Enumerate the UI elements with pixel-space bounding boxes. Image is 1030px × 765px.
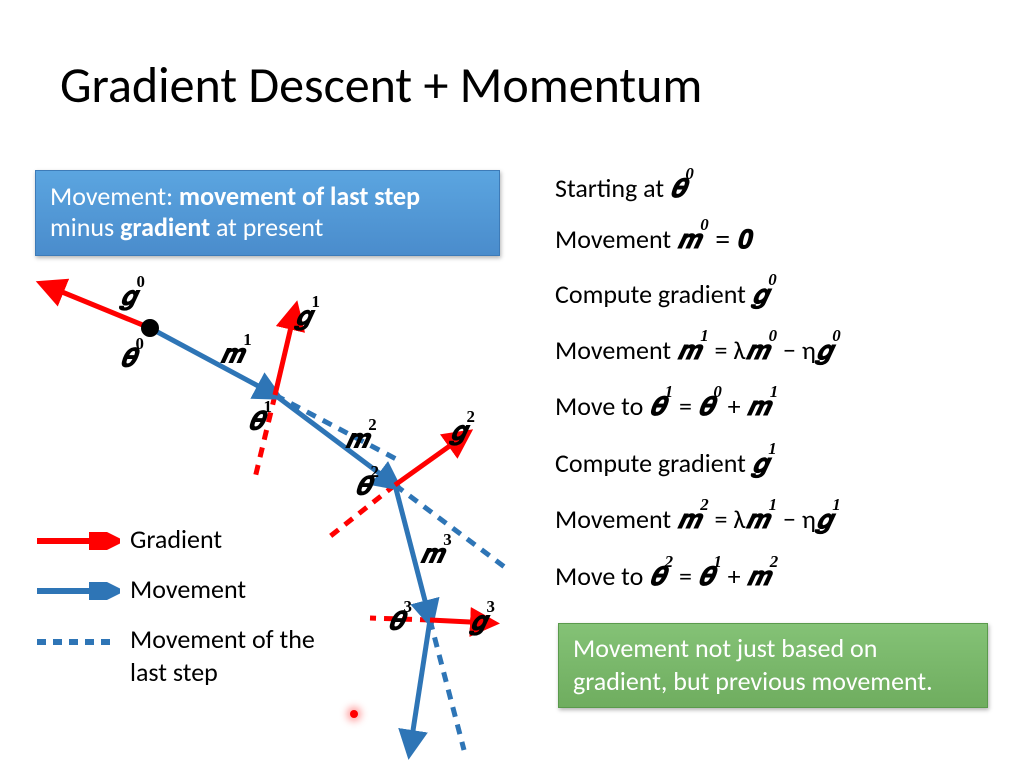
bluebox-text2: minus	[50, 211, 120, 243]
legend-prev-label: Movement of the last step	[130, 623, 340, 688]
diagram-label: 𝒎2	[345, 423, 377, 456]
step-line: Movement 𝒎1 = λ𝒎0 − η𝒈0	[555, 334, 841, 367]
bluebox-bold1: movement of last step	[179, 180, 420, 212]
legend-movement-label: Movement	[130, 573, 246, 605]
pointer-dot	[350, 710, 358, 718]
diagram-label: 𝜽3	[388, 605, 412, 638]
legend-movement-arrow	[35, 582, 120, 600]
step-line: Movement 𝒎0 = 𝟎	[555, 223, 751, 256]
diagram-label: 𝒈2	[450, 415, 475, 448]
bluebox-text3: at present	[210, 211, 323, 243]
step-line: Compute gradient 𝒈0	[555, 278, 777, 311]
bluebox-bold2: gradient	[120, 211, 210, 243]
definition-box: Movement: movement of last step minus gr…	[35, 170, 500, 256]
legend-prev-line	[35, 633, 120, 651]
step-line: Movement 𝒎2 = λ𝒎1 − η𝒈1	[555, 503, 841, 536]
step-line: Move to 𝜽2 = 𝜽1 + 𝒎2	[555, 560, 778, 593]
step-line: Move to 𝜽1 = 𝜽0 + 𝒎1	[555, 390, 778, 423]
diagram-label: 𝒈3	[470, 605, 495, 638]
step-line: Compute gradient 𝒈1	[555, 447, 777, 480]
note-box: Movement not just based on gradient, but…	[558, 623, 988, 708]
diagram-label: 𝒎3	[420, 538, 452, 571]
diagram-label: 𝜽2	[355, 470, 379, 503]
diagram-label: 𝒈0	[120, 280, 145, 313]
legend-gradient-arrow	[35, 532, 120, 550]
step-line: Starting at 𝜽0	[555, 172, 694, 205]
bluebox-text1: Movement:	[50, 180, 179, 212]
diagram-label: 𝒈1	[295, 300, 320, 333]
diagram-label: 𝒎1	[220, 338, 252, 371]
diagram-label: 𝜽1	[248, 405, 272, 438]
page-title: Gradient Descent + Momentum	[60, 55, 702, 116]
legend-gradient-label: Gradient	[130, 523, 222, 555]
diagram-label: 𝜽0	[120, 342, 144, 375]
